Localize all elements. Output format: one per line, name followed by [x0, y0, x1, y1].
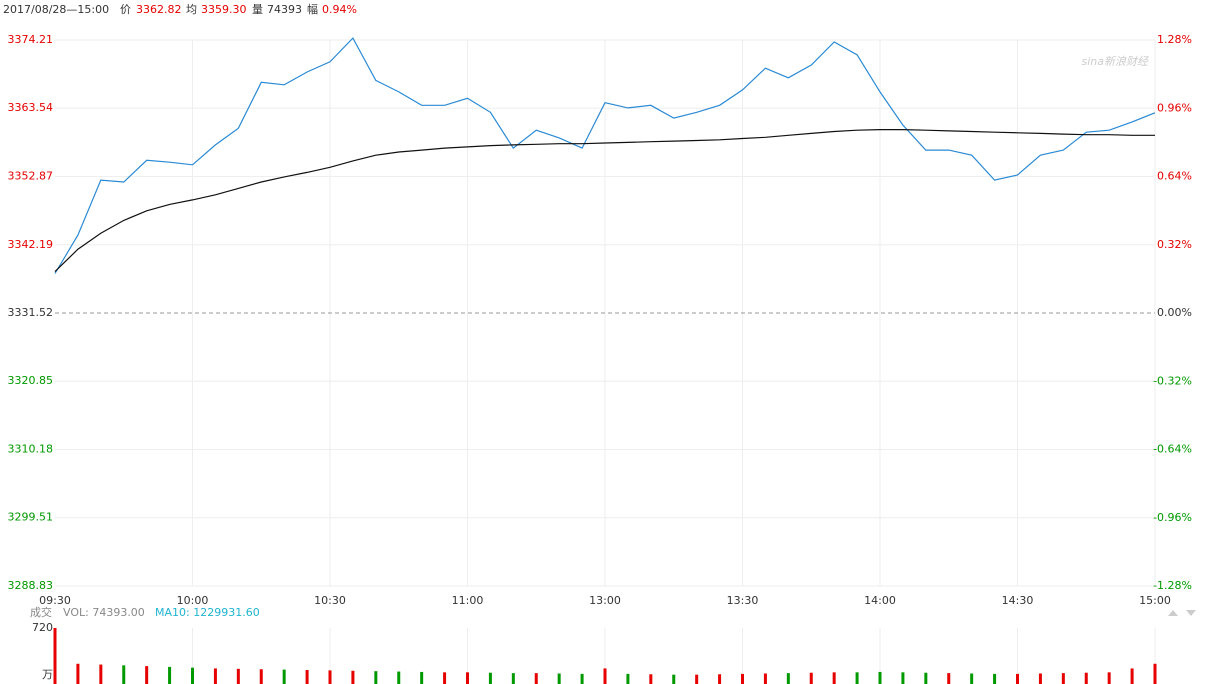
- volume-bar: [878, 671, 882, 684]
- volume-bar: [1153, 663, 1157, 684]
- volume-annotation: MA10: 1229931.60: [155, 606, 260, 619]
- volume-unit: 万: [42, 668, 53, 681]
- volume-bar: [374, 671, 378, 684]
- volume-bar: [832, 672, 836, 684]
- volume-bar: [351, 670, 355, 684]
- volume-bar: [305, 670, 309, 684]
- volume-bar: [557, 673, 561, 684]
- y-tick-label: 3374.21: [8, 33, 54, 46]
- header-value: 0.94%: [322, 3, 357, 16]
- price-line: [54, 129, 1155, 273]
- volume-bar: [213, 668, 217, 684]
- volume-bar: [672, 674, 676, 684]
- volume-bar: [626, 673, 630, 684]
- x-tick-label: 15:00: [1139, 594, 1171, 607]
- volume-bar: [397, 671, 401, 684]
- volume-bar: [1038, 673, 1042, 684]
- y2-tick-label: -0.96%: [1153, 511, 1192, 524]
- volume-bar: [236, 668, 240, 684]
- volume-bar: [76, 663, 80, 684]
- y2-tick-label: -0.64%: [1153, 443, 1192, 456]
- x-tick-label: 10:00: [177, 594, 209, 607]
- volume-bar: [443, 672, 447, 684]
- x-tick-label: 14:00: [864, 594, 896, 607]
- volume-bar: [718, 674, 722, 684]
- x-tick-label: 14:30: [1002, 594, 1034, 607]
- y-tick-label: 3310.18: [8, 442, 54, 455]
- y-tick-label: 3288.83: [8, 579, 54, 592]
- x-tick-label: 13:00: [589, 594, 621, 607]
- volume-bar: [741, 673, 744, 684]
- header-value: 74393: [267, 3, 302, 16]
- volume-bar: [809, 672, 813, 684]
- y-tick-label: 3342.19: [8, 238, 54, 251]
- y-tick-label: 3320.85: [8, 374, 54, 387]
- header-label: 幅: [307, 3, 318, 16]
- price-line: [54, 37, 1156, 274]
- header-label: 价: [120, 3, 131, 16]
- volume-bar: [534, 673, 538, 684]
- y-tick-label: 3331.52: [8, 306, 54, 319]
- volume-bar: [603, 668, 607, 684]
- watermark: sina新浪财经: [1082, 55, 1149, 68]
- volume-bar: [580, 673, 584, 684]
- volume-bar: [993, 673, 997, 684]
- x-tick-label: 13:30: [727, 594, 759, 607]
- y2-tick-label: 0.96%: [1157, 101, 1192, 114]
- volume-bar: [420, 671, 424, 684]
- volume-bar: [1061, 673, 1065, 684]
- volume-bar: [1016, 673, 1019, 684]
- header-datetime: 2017/08/28—15:00: [3, 3, 109, 16]
- x-tick-label: 10:30: [314, 594, 346, 607]
- volume-bar: [1130, 668, 1134, 684]
- volume-bar: [191, 667, 194, 684]
- volume-bar: [259, 669, 263, 684]
- volume-bar: [855, 672, 859, 684]
- volume-bar: [168, 666, 172, 684]
- header-label: 量: [252, 3, 263, 16]
- volume-bar: [53, 628, 57, 684]
- header-value: 3359.30: [201, 3, 247, 16]
- y2-tick-label: 0.32%: [1157, 238, 1192, 251]
- volume-title: 成交: [30, 605, 52, 619]
- volume-bar: [924, 672, 928, 684]
- volume-bar: [99, 664, 103, 684]
- volume-annotation: VOL: 74393.00: [63, 606, 145, 619]
- volume-bar: [466, 672, 469, 684]
- x-tick-label: 11:00: [452, 594, 484, 607]
- volume-bar: [763, 673, 767, 684]
- volume-bar: [282, 669, 286, 684]
- volume-bar: [901, 672, 905, 684]
- volume-bar: [488, 672, 492, 684]
- volume-bar: [511, 673, 515, 684]
- scroll-arrows[interactable]: [1168, 610, 1196, 616]
- y2-tick-label: -0.32%: [1153, 374, 1192, 387]
- y-tick-label: 3299.51: [8, 511, 54, 524]
- volume-bar: [695, 674, 699, 684]
- volume-bar: [122, 665, 126, 684]
- volume-bar: [328, 670, 332, 684]
- volume-bar: [1084, 672, 1088, 684]
- header-value: 3362.82: [136, 3, 182, 16]
- y2-tick-label: 1.28%: [1157, 33, 1192, 46]
- volume-bar: [786, 673, 790, 684]
- volume-bar: [947, 673, 951, 684]
- header-label: 均: [186, 3, 197, 16]
- volume-bar: [649, 674, 653, 684]
- volume-bar: [145, 666, 149, 684]
- y2-tick-label: 0.00%: [1157, 306, 1192, 319]
- volume-tick-label: 720: [32, 621, 53, 634]
- x-tick-label: 09:30: [39, 594, 71, 607]
- volume-bar: [970, 673, 974, 684]
- y-tick-label: 3352.87: [8, 169, 54, 182]
- volume-bar: [1107, 672, 1111, 684]
- y-tick-label: 3363.54: [8, 101, 54, 114]
- y2-tick-label: 0.64%: [1157, 170, 1192, 183]
- y2-tick-label: -1.28%: [1153, 579, 1192, 592]
